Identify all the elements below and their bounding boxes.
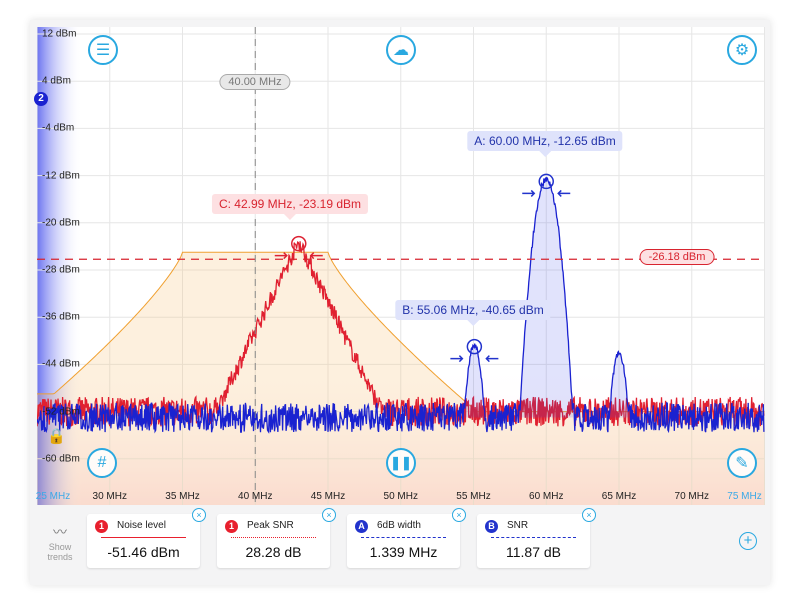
trace-2-peak-fill [452, 344, 496, 418]
trace-2 [37, 176, 765, 434]
line-style-indicator [101, 537, 186, 538]
max-hold-fill [37, 252, 765, 505]
cloud-upload-icon: ☁ [393, 42, 409, 59]
cloud-upload-button[interactable]: ☁ [386, 35, 416, 65]
sliders-icon: ⚙ [734, 42, 750, 59]
trace-2-level-handle[interactable]: 2 [34, 92, 48, 106]
ruler-icon: ✎ [735, 455, 749, 472]
y-tick-label: 12 dBm [42, 28, 77, 40]
line-style-indicator [231, 537, 316, 538]
menu-button[interactable]: ☰ [88, 35, 118, 65]
trace-badge: 1 [95, 520, 108, 533]
x-tick-label: 70 MHz [674, 491, 709, 502]
trace-2-peak-fill [597, 352, 640, 418]
y-tick-label: -20 dBm [42, 217, 80, 229]
pause-button[interactable]: ❚❚ [386, 448, 416, 478]
show-trends-button[interactable]: 〰 Show trends [40, 522, 80, 562]
x-tick-label: 25 MHz [35, 491, 71, 502]
x-tick-label: 75 MHz [727, 491, 762, 502]
x-tick-label: 35 MHz [165, 491, 200, 502]
measurement-card[interactable]: A 6dB width 1.339 MHz × [347, 508, 466, 568]
measurement-title: SNR [507, 520, 529, 531]
y-tick-label: -28 dBm [42, 264, 80, 276]
marker-b-ring [466, 338, 483, 355]
line-style-indicator [491, 537, 576, 538]
x-tick-label: 50 MHz [383, 491, 418, 502]
measurement-value: 11.87 dB [505, 544, 561, 560]
close-card-button[interactable]: × [452, 508, 466, 522]
x-tick-label: 45 MHz [310, 491, 346, 502]
measurement-title: 6dB width [377, 520, 421, 531]
spectrum-chart[interactable] [37, 27, 765, 505]
marker-b-width-arrows [450, 355, 499, 363]
x-tick-label: 65 MHz [601, 491, 637, 502]
close-card-button[interactable]: × [322, 508, 336, 522]
measurement-title: Noise level [117, 520, 166, 531]
x-tick-label: 55 MHz [456, 491, 491, 502]
y-tick-label: -36 dBm [42, 311, 80, 323]
y-tick-label: -4 dBm [42, 122, 75, 134]
measurement-card[interactable]: 1 Noise level -51.46 dBm × [87, 508, 206, 568]
marker-a-callout[interactable]: A: 60.00 MHz, -12.65 dBm [467, 131, 623, 157]
measurement-value: -51.46 dBm [107, 544, 180, 560]
measurement-title: Peak SNR [247, 520, 294, 531]
add-measurement-button[interactable]: + [739, 532, 757, 550]
pause-icon: ❚❚ [390, 455, 412, 470]
grid-button[interactable]: # [87, 448, 117, 478]
x-tick-label: 40 MHz [238, 491, 273, 502]
y-tick-label: -60 dBm [42, 453, 80, 465]
measurement-value: 1.339 MHz [369, 544, 438, 560]
y-tick-label: 4 dBm [42, 75, 71, 87]
y-tick-label: -52 dBm [42, 406, 80, 418]
y-tick-label: -12 dBm [42, 170, 80, 182]
trace-2-peak-fill [515, 179, 577, 418]
marker-c-ring [291, 235, 307, 252]
marker-b-callout[interactable]: B: 55.06 MHz, -40.65 dBm [395, 300, 551, 326]
cursor-frequency-label[interactable]: 40.00 MHz [219, 74, 291, 90]
close-card-button[interactable]: × [582, 508, 596, 522]
settings-button[interactable]: ⚙ [727, 35, 757, 65]
marker-c-width-arrows [274, 252, 323, 260]
trace-badge: B [485, 520, 498, 533]
lock-icon[interactable]: 🔒 [47, 428, 66, 445]
trace-badge: 1 [225, 520, 238, 533]
close-card-button[interactable]: × [192, 508, 206, 522]
plus-icon: + [743, 532, 753, 549]
spectrum-plot[interactable] [37, 27, 765, 505]
line-style-indicator [361, 537, 446, 538]
marker-a-ring [538, 173, 554, 190]
grid-icon: # [97, 454, 107, 471]
ruler-button[interactable]: ✎ [727, 448, 757, 478]
y-tick-label: -44 dBm [42, 358, 80, 370]
marker-a-width-arrows [522, 189, 571, 197]
x-tick-label: 30 MHz [92, 491, 127, 502]
trend-icon: 〰 [53, 524, 67, 540]
measurement-card[interactable]: 1 Peak SNR 28.28 dB × [217, 508, 336, 568]
threshold-label[interactable]: -26.18 dBm [639, 249, 715, 265]
measurement-card[interactable]: B SNR 11.87 dB × [477, 508, 596, 568]
trace-badge: A [355, 520, 368, 533]
menu-icon: ☰ [95, 42, 111, 59]
x-tick-label: 60 MHz [529, 491, 564, 502]
show-trends-label: Show trends [47, 542, 73, 562]
measurement-value: 28.28 dB [245, 544, 302, 560]
marker-c-callout[interactable]: C: 42.99 MHz, -23.19 dBm [211, 194, 369, 220]
